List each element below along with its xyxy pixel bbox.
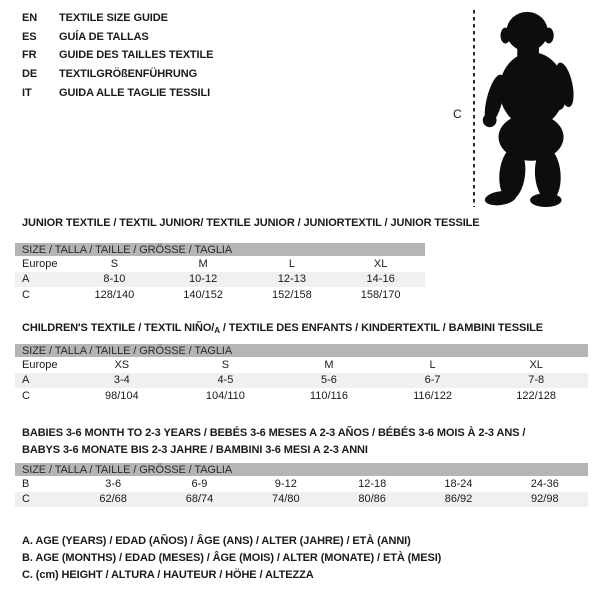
size-value: 128/140 [94, 288, 135, 301]
size-value: L [429, 358, 436, 371]
size-value: 8-10 [103, 273, 126, 286]
size-value: 7-8 [528, 374, 545, 387]
size-value: 10-12 [189, 273, 218, 286]
size-value: 116/122 [413, 389, 453, 402]
table-row: C 62/68 68/74 74/80 80/86 86/92 92/98 [15, 491, 588, 507]
table-row: A 8-10 10-12 12-13 14-16 [15, 271, 425, 287]
lang-title: GUÍA DE TALLAS [59, 30, 149, 43]
babies-size-table: SIZE / TALLA / TAILLE / GRÖSSE / TAGLIA … [15, 463, 588, 507]
table-row: B 3-6 6-9 9-12 12-18 18-24 24-36 [15, 476, 588, 492]
children-size-table: SIZE / TALLA / TAILLE / GRÖSSE / TAGLIA … [15, 344, 588, 404]
babies-title-line1: BABIES 3-6 MONTH TO 2-3 YEARS / BEBÉS 3-… [22, 427, 526, 439]
size-value: 152/158 [271, 288, 312, 301]
junior-size-table: SIZE / TALLA / TAILLE / GRÖSSE / TAGLIA … [15, 243, 425, 303]
row-label: C [22, 288, 30, 301]
size-value: 140/152 [183, 288, 223, 301]
footnote-a: A. AGE (YEARS) / EDAD (AÑOS) / ÂGE (ANS)… [22, 535, 411, 547]
size-value: 122/128 [516, 389, 557, 402]
size-value: 80/86 [358, 493, 386, 506]
size-value: S [110, 257, 119, 270]
size-value: 110/116 [309, 389, 349, 402]
size-value: 9-12 [274, 477, 297, 490]
size-value: 68/74 [185, 493, 214, 506]
row-label: C [22, 493, 30, 506]
table-row: C 128/140 140/152 152/158 158/170 [15, 287, 425, 303]
size-value: 6-7 [424, 374, 441, 387]
size-value: 158/170 [360, 288, 401, 301]
size-value: L [288, 257, 295, 270]
children-title-post: / TEXTILE DES ENFANTS / KINDERTEXTIL / B… [219, 322, 544, 334]
size-value: XS [114, 358, 130, 371]
row-label: B [22, 477, 30, 490]
babies-section-title: BABIES 3-6 MONTH TO 2-3 YEARS / BEBÉS 3-… [22, 425, 525, 459]
lang-title: GUIDE DES TAILLES TEXTILE [59, 49, 214, 62]
size-value: 62/68 [99, 493, 127, 506]
size-value: 24-36 [530, 477, 559, 490]
size-value: XL [529, 358, 543, 371]
lang-code: DE [22, 68, 38, 81]
size-value: 3-4 [113, 374, 130, 387]
lang-code: ES [22, 30, 37, 43]
children-section-title: CHILDREN'S TEXTILE / TEXTIL NIÑO/A / TEX… [22, 322, 543, 335]
lang-row-en: EN TEXTILE SIZE GUIDE [22, 9, 213, 28]
table-row: C 98/104 104/110 110/116 116/122 122/128 [15, 388, 588, 404]
babies-title-line2: BABYS 3-6 MONATE BIS 2-3 JAHRE / BAMBINI… [22, 444, 368, 456]
size-header: SIZE / TALLA / TAILLE / GRÖSSE / TAGLIA [15, 344, 588, 357]
row-label: C [22, 389, 30, 402]
size-value: 12-18 [358, 477, 387, 490]
size-value: 3-6 [105, 477, 122, 490]
footnote-b: B. AGE (MONTHS) / EDAD (MESES) / ÂGE (MO… [22, 552, 442, 565]
table-row: Europe S M L XL [15, 256, 425, 272]
row-label: A [22, 374, 30, 387]
footnote-c: C. (cm) HEIGHT / ALTURA / HAUTEUR / HÖHE… [22, 569, 314, 582]
size-value: M [324, 358, 334, 371]
size-value: 14-16 [366, 273, 395, 286]
lang-code: FR [22, 49, 37, 62]
table-row: A 3-4 4-5 5-6 6-7 7-8 [15, 372, 588, 388]
size-value: 98/104 [104, 389, 139, 402]
size-value: S [221, 358, 230, 371]
lang-code: EN [22, 12, 38, 25]
row-label: A [22, 273, 30, 286]
table-rows: Europe XS S M L XL A 3-4 4-5 5-6 6-7 7-8 C 98/104 104/… [15, 357, 588, 404]
toddler-silhouette-icon [482, 11, 574, 208]
table-rows: Europe S M L XL A 8-10 10-12 12-13 14-16 C 128/140 1… [15, 256, 425, 303]
size-value: M [198, 257, 208, 270]
height-measure-label: C [453, 107, 462, 121]
height-measure-line [473, 10, 475, 207]
footnotes: A. AGE (YEARS) / EDAD (AÑOS) / ÂGE (ANS)… [22, 533, 441, 585]
lang-row-es: ES GUÍA DE TALLAS [22, 28, 213, 47]
size-value: 5-6 [321, 374, 337, 387]
table-rows: B 3-6 6-9 9-12 12-18 18-24 24-36 C 62/68 68/74 74/… [15, 476, 588, 507]
size-header: SIZE / TALLA / TAILLE / GRÖSSE / TAGLIA [15, 463, 588, 476]
row-label: Europe [22, 257, 58, 270]
lang-title: TEXTILE SIZE GUIDE [59, 12, 168, 25]
children-title-pre: CHILDREN'S TEXTILE / TEXTIL NIÑO/ [22, 322, 215, 334]
lang-title: GUIDA ALLE TAGLIE TESSILI [59, 86, 211, 99]
row-label: Europe [22, 358, 58, 371]
size-value: 92/98 [531, 493, 559, 506]
size-value: 4-5 [217, 374, 234, 387]
lang-title: TEXTILGRÖßENFÜHRUNG [59, 68, 198, 81]
size-value: 74/80 [272, 493, 300, 506]
size-value: 86/92 [444, 493, 473, 506]
size-value: 6-9 [191, 477, 208, 490]
lang-row-de: DE TEXTILGRÖßENFÜHRUNG [22, 65, 213, 84]
lang-row-fr: FR GUIDE DES TAILLES TEXTILE [22, 46, 213, 65]
lang-code: IT [22, 86, 32, 99]
children-title-sub: A [214, 326, 220, 335]
lang-row-it: IT GUIDA ALLE TAGLIE TESSILI [22, 83, 213, 102]
size-value: 12-13 [277, 273, 306, 286]
size-value: XL [373, 257, 388, 270]
language-legend: EN TEXTILE SIZE GUIDE ES GUÍA DE TALLAS … [22, 9, 213, 102]
size-value: 18-24 [444, 477, 473, 490]
junior-section-title: JUNIOR TEXTILE / TEXTIL JUNIOR/ TEXTILE … [22, 217, 480, 229]
size-value: 104/110 [205, 389, 245, 402]
size-header: SIZE / TALLA / TAILLE / GRÖSSE / TAGLIA [15, 243, 425, 256]
table-row: Europe XS S M L XL [15, 357, 588, 373]
